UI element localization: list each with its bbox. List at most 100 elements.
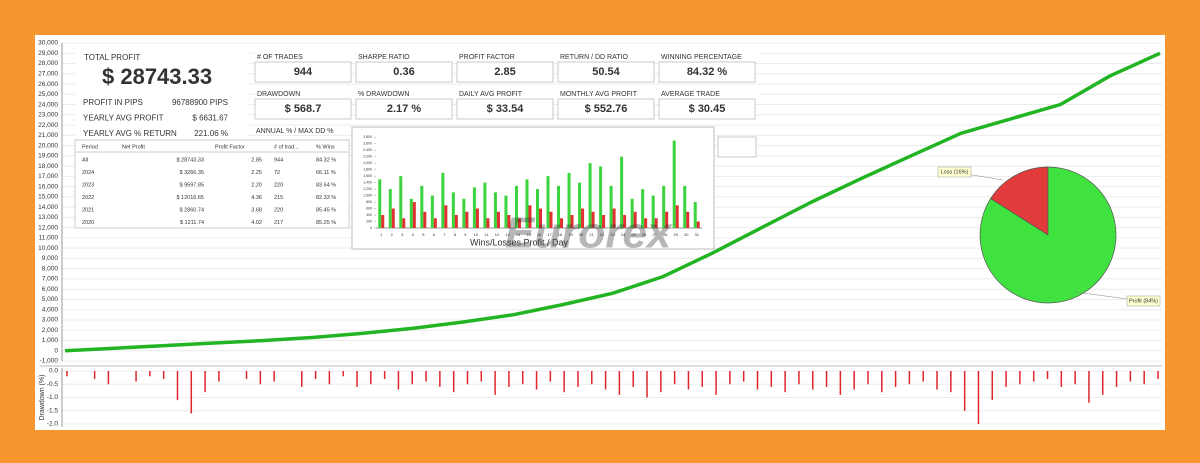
- drawdown-bar: [1143, 371, 1145, 385]
- bar: [528, 205, 532, 228]
- drawdown-bar: [1115, 371, 1118, 387]
- x-tick-label: 20: [579, 232, 584, 237]
- table-cell: 2.25: [251, 170, 262, 176]
- drawdown-bar: [1102, 371, 1104, 395]
- drawdown-bar: [742, 371, 745, 382]
- bar: [517, 218, 521, 228]
- x-tick-label: 6: [433, 232, 436, 237]
- drawdown-bar: [881, 371, 883, 393]
- bar: [420, 185, 424, 228]
- y-tick-label: 16,000: [38, 183, 58, 190]
- table-header: Profit Factor: [215, 144, 245, 150]
- drawdown-bar: [480, 371, 483, 382]
- drawdown-bar: [963, 371, 966, 411]
- y-tick-label: 7,000: [42, 276, 59, 283]
- y-tick-label: -1.5: [47, 407, 59, 414]
- drawdown-bar: [591, 371, 593, 385]
- bar: [630, 198, 634, 228]
- table-cell: $ 2860.74: [180, 207, 204, 213]
- x-tick-label: 9: [464, 232, 467, 237]
- y-tick-label: 2,000: [363, 161, 372, 165]
- metric-label-bg: [457, 89, 557, 99]
- bar: [665, 211, 669, 228]
- bar: [451, 192, 455, 228]
- bar: [633, 211, 637, 228]
- drawdown-bar: [1060, 371, 1063, 387]
- metric-value: $ 552.76: [585, 103, 628, 115]
- pie-label-box: [937, 166, 972, 178]
- x-tick-label: 5: [422, 232, 425, 237]
- bar: [599, 166, 603, 228]
- bar: [612, 208, 616, 228]
- metric-label: MONTHLY AVG PROFIT: [560, 91, 638, 98]
- y-tick-label: 800: [366, 200, 372, 204]
- table-cell: 85.25 %: [316, 220, 336, 226]
- drawdown-bar: [204, 371, 206, 393]
- drawdown-bar: [563, 371, 565, 393]
- x-tick-label: 4: [412, 232, 415, 237]
- drawdown-bar: [632, 371, 634, 387]
- drawdown-bar: [411, 371, 414, 385]
- x-tick-label: 29: [673, 232, 678, 237]
- metric-label-bg: [356, 89, 456, 99]
- drawdown-bar: [245, 371, 248, 379]
- bar: [462, 198, 466, 228]
- bar: [496, 211, 500, 228]
- x-tick-label: 2: [391, 232, 394, 237]
- metric-value: 84.32 %: [687, 66, 728, 78]
- x-tick-label: 15: [526, 232, 531, 237]
- table-header: # of trad...: [274, 144, 299, 150]
- bar: [567, 172, 571, 228]
- drawdown-bar: [1032, 371, 1035, 382]
- drawdown-bar: [383, 371, 386, 379]
- drawdown-bar: [162, 371, 165, 379]
- y-tick-label: 200: [366, 219, 372, 223]
- drawdown-bar: [756, 371, 759, 390]
- table-cell: 84.32 %: [316, 157, 336, 163]
- stat-value: $ 6631.67: [192, 114, 228, 123]
- drawdown-bar: [922, 371, 924, 382]
- drawdown-bar: [1157, 371, 1159, 379]
- drawdown-bar: [798, 371, 800, 385]
- metric-label: RETURN / DD RATIO: [560, 54, 628, 61]
- table-cell: 2.20: [251, 182, 262, 188]
- y-tick-label: 10,000: [38, 245, 58, 252]
- metric-value: 50.54: [592, 66, 620, 78]
- drawdown-bar: [356, 371, 358, 387]
- x-tick-label: 14: [516, 232, 521, 237]
- metric-box: [254, 61, 352, 83]
- table-header: Net Profit: [122, 144, 145, 150]
- metric-box: [557, 98, 655, 120]
- drawdown-bar: [314, 371, 317, 379]
- stats-bg: [75, 45, 247, 141]
- y-tick-label: 30,000: [38, 40, 58, 47]
- table-cell: 3.68: [251, 207, 262, 213]
- metric-value: $ 30.45: [689, 103, 726, 115]
- metric-box: [658, 98, 756, 120]
- x-tick-label: 21: [589, 232, 594, 237]
- drawdown-bar: [618, 371, 621, 395]
- bar: [546, 176, 550, 228]
- drawdown-bar: [977, 371, 980, 424]
- metric-value: 2.17 %: [387, 103, 421, 115]
- drawdown-bar: [577, 371, 579, 387]
- bar: [654, 218, 658, 228]
- metric-label: DRAWDOWN: [257, 91, 300, 98]
- x-tick-label: 1: [380, 232, 383, 237]
- y-tick-label: 26,000: [38, 81, 58, 88]
- metric-label-bg: [659, 89, 759, 99]
- bar: [581, 208, 585, 228]
- drawdown-bar: [839, 371, 842, 395]
- total-profit-value: $ 28743.33: [102, 64, 212, 89]
- pie-slice: [990, 166, 1049, 236]
- metric-label-bg: [255, 52, 355, 62]
- metric-label: WINNING PERCENTAGE: [661, 54, 742, 61]
- bar: [423, 211, 427, 228]
- drawdown-bar: [1088, 371, 1090, 403]
- drawdown-bar: [908, 371, 911, 385]
- x-tick-label: 22: [600, 232, 605, 237]
- bar: [560, 218, 564, 228]
- drawdown-bar: [950, 371, 952, 393]
- bar: [486, 218, 490, 228]
